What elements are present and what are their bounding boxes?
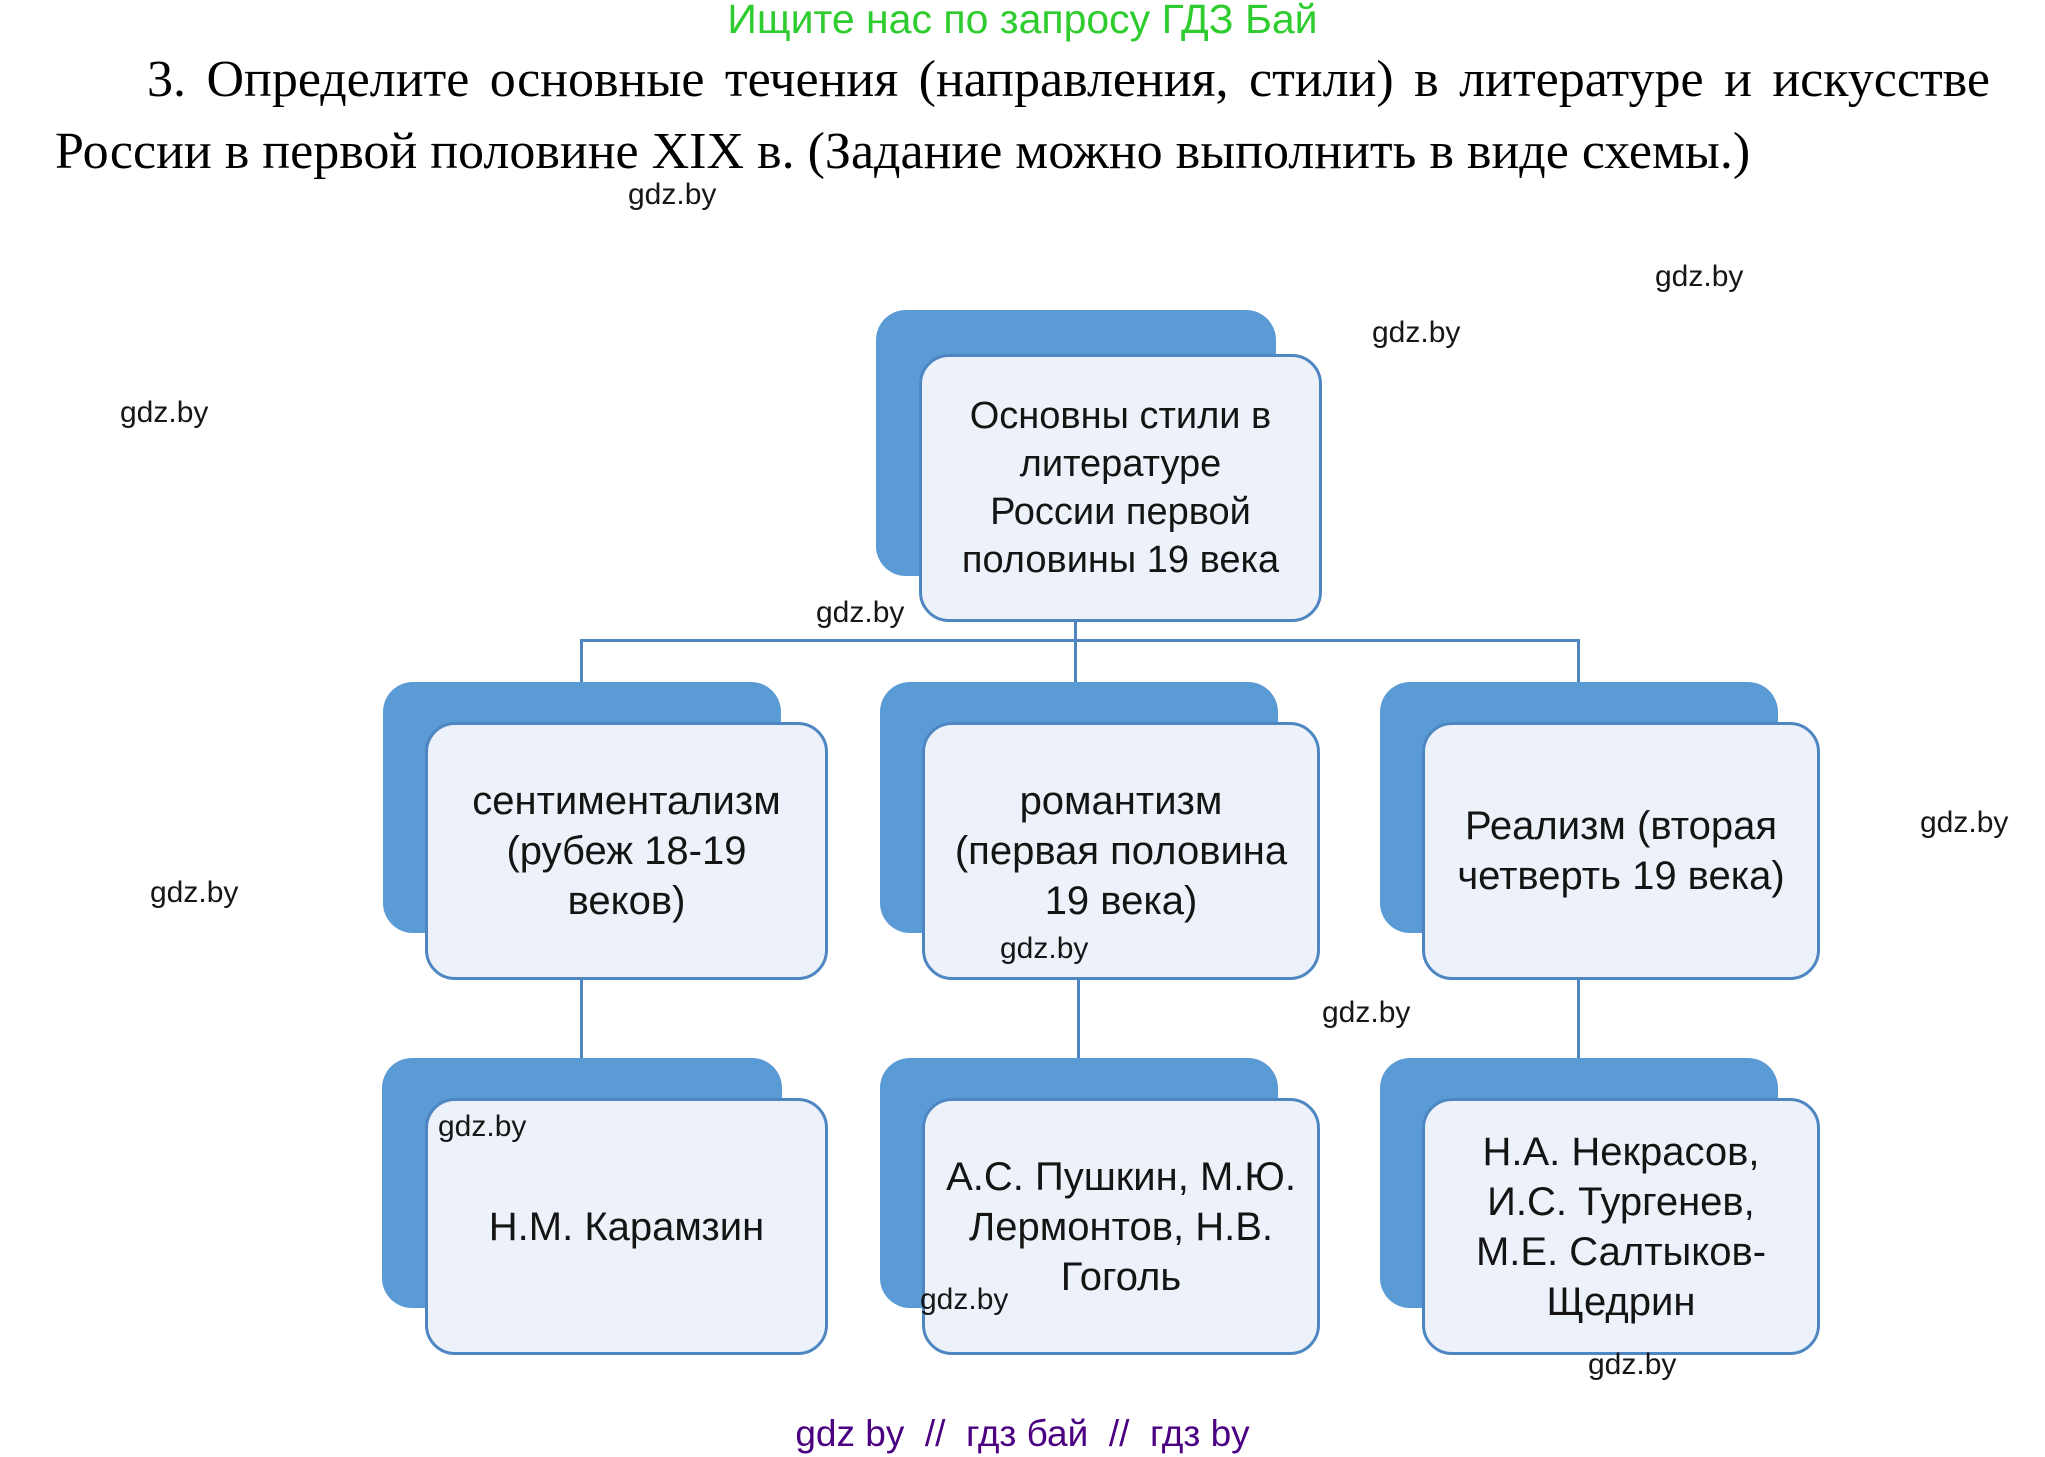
- watermark: gdz.by: [628, 178, 717, 211]
- watermark: gdz.by: [816, 596, 905, 629]
- romanticism-node: романтизм (первая половина 19 века): [922, 722, 1320, 980]
- connector-drop-left: [580, 639, 583, 682]
- watermark: gdz.by: [120, 396, 209, 429]
- watermark: gdz.by: [1000, 932, 1089, 965]
- connector-horizontal: [580, 639, 1580, 642]
- watermark: gdz.by: [1372, 316, 1461, 349]
- root-node: Основны стили в литературе России первой…: [919, 354, 1322, 622]
- romanticism-authors-node: А.С. Пушкин, М.Ю. Лермонтов, Н.В. Гоголь: [922, 1098, 1320, 1355]
- sentimentalism-authors-node: Н.М. Карамзин: [425, 1098, 828, 1355]
- watermark: gdz.by: [1655, 260, 1744, 293]
- connector-realism-authors: [1577, 933, 1580, 1058]
- watermark: gdz.by: [150, 876, 239, 909]
- realism-node: Реализм (вторая четверть 19 века): [1422, 722, 1820, 980]
- watermark: gdz.by: [1322, 996, 1411, 1029]
- promo-banner: Ищите нас по запросу ГДЗ Бай: [727, 0, 1318, 42]
- connector-root-down: [1074, 576, 1077, 682]
- footer-sitename: gdz by // гдз бай // гдз by: [795, 1413, 1250, 1454]
- sentimentalism-node: сентиментализм (рубеж 18-19 веков): [425, 722, 828, 980]
- watermark: gdz.by: [1920, 806, 2009, 839]
- watermark: gdz.by: [1588, 1348, 1677, 1381]
- connector-sentimentalism-authors: [580, 933, 583, 1058]
- watermark: gdz.by: [920, 1283, 1009, 1316]
- realism-authors-node: Н.А. Некрасов, И.С. Тургенев, М.Е. Салты…: [1422, 1098, 1820, 1355]
- connector-romanticism-authors: [1077, 933, 1080, 1058]
- task-question-text: 3. Определите основные течения (направле…: [55, 51, 1990, 180]
- connector-drop-right: [1577, 639, 1580, 682]
- watermark: gdz.by: [438, 1110, 527, 1143]
